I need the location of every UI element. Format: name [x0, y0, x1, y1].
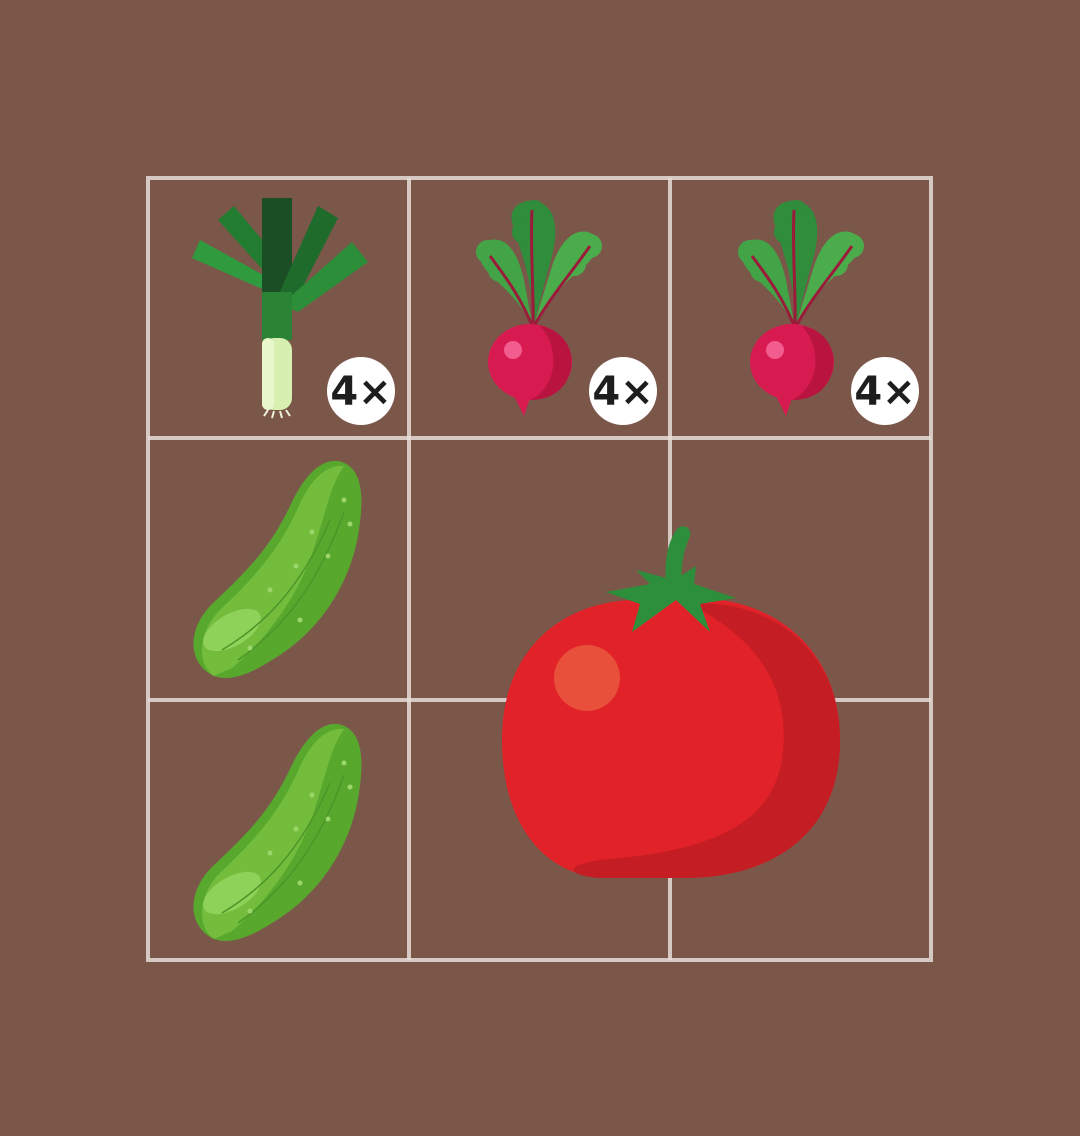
count-badge-label: 4×	[592, 369, 653, 415]
cell-r1-c2: 4×	[476, 200, 657, 425]
radish-icon	[738, 200, 864, 416]
cucumber-icon	[193, 723, 362, 942]
leek-icon	[192, 198, 368, 419]
count-badge-label: 4×	[854, 369, 915, 415]
count-badge-label: 4×	[330, 369, 391, 415]
count-badge: 4×	[851, 357, 919, 425]
cell-r3-c1	[193, 723, 362, 942]
cell-r2-c1	[193, 460, 362, 679]
radish-icon	[476, 200, 602, 416]
grid-border	[146, 176, 933, 962]
count-badge: 4×	[327, 357, 395, 425]
cucumber-icon	[193, 460, 362, 679]
cell-r1-c1: 4×	[192, 198, 395, 425]
count-badge: 4×	[589, 357, 657, 425]
cell-r2-3-c2-3	[502, 526, 841, 878]
cell-r1-c3: 4×	[738, 200, 919, 425]
tomato-icon	[502, 526, 841, 878]
